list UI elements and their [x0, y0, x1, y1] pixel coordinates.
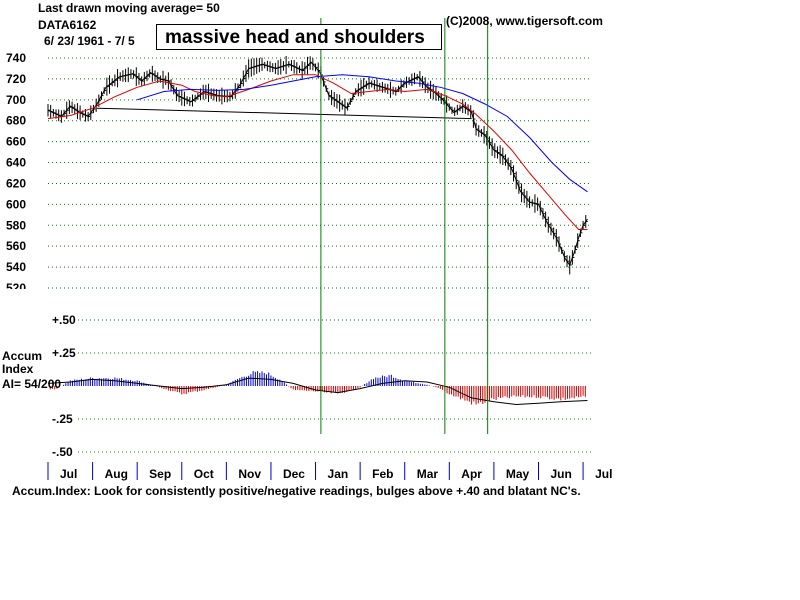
ma-blue-line	[137, 74, 588, 193]
copyright-label: (C)2008, www.tigersoft.com	[446, 14, 603, 28]
accum-histogram	[49, 371, 586, 405]
indicator-label-ai: AI= 54/200	[2, 377, 62, 391]
accum-tick-label: -.25	[52, 412, 73, 426]
indicator-label-index: Index	[2, 362, 34, 376]
month-label: Oct	[194, 467, 214, 481]
month-label: Nov	[238, 467, 261, 481]
price-line	[47, 61, 588, 267]
accum-tick-label: +.25	[52, 346, 76, 360]
price-tick-label: 620	[6, 176, 26, 190]
price-tick-label: 600	[6, 197, 26, 211]
pattern-callout: massive head and shoulders	[156, 24, 442, 50]
moving-average-label: Last drawn moving average= 50	[38, 1, 220, 15]
price-tick-label: 560	[6, 239, 26, 253]
indicator-label-accum: Accum	[2, 349, 43, 363]
month-label: Jul	[595, 467, 612, 481]
price-tick-label: 740	[6, 51, 26, 65]
data-id-label: DATA6162	[38, 18, 97, 32]
neckline	[96, 107, 472, 120]
ma-red-line	[47, 74, 588, 230]
price-tick-label: 660	[6, 135, 26, 149]
month-label: Jun	[550, 467, 571, 481]
month-label: Dec	[283, 467, 305, 481]
date-range-label: 6/ 23/ 1961 - 7/ 5	[44, 34, 135, 48]
price-bars	[47, 55, 588, 275]
month-label: Aug	[105, 467, 128, 481]
accum-tick-label: -.50	[52, 445, 73, 459]
price-tick-label: 640	[6, 156, 26, 170]
accum-tick-label: +.50	[52, 313, 76, 327]
price-tick-label: 720	[6, 72, 26, 86]
month-label: May	[506, 467, 530, 481]
month-label: Jul	[60, 467, 77, 481]
price-tick-label: 680	[6, 114, 26, 128]
month-label: Sep	[149, 467, 171, 481]
accum-signal-line	[47, 377, 588, 406]
footer-note: Accum.Index: Look for consistently posit…	[12, 484, 581, 498]
month-label: Jan	[328, 467, 349, 481]
month-label: Mar	[417, 467, 439, 481]
price-tick-label: 540	[6, 260, 26, 274]
price-tick-label: 580	[6, 218, 26, 232]
month-label: Apr	[461, 467, 482, 481]
price-tick-label: 700	[6, 93, 26, 107]
month-label: Feb	[372, 467, 393, 481]
axis-mask	[0, 289, 40, 297]
